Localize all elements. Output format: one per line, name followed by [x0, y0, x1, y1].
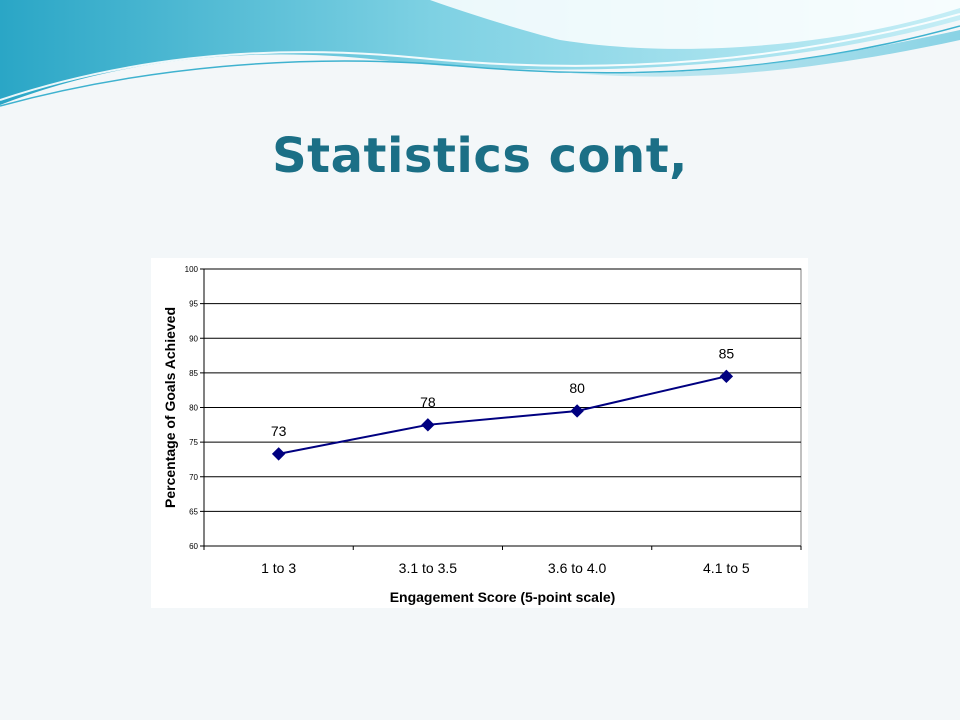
data-label: 73	[271, 423, 287, 439]
slide-title: Statistics cont,	[272, 128, 688, 184]
x-tick-label: 3.1 to 3.5	[399, 560, 458, 576]
y-tick-label: 100	[185, 265, 199, 274]
chart-svg: 60 65 70 75 80 85 90 95 100 1 to 3 3.1 to 3.5 3.6 t…	[162, 265, 802, 605]
x-tick-label: 3.6 to 4.0	[548, 560, 607, 576]
data-point-marker	[271, 447, 286, 461]
x-axis-title: Engagement Score (5-point scale)	[390, 589, 616, 605]
data-point-marker	[421, 418, 435, 432]
y-tick-label: 70	[189, 473, 198, 482]
data-label: 80	[569, 380, 585, 396]
decorative-banner	[0, 0, 960, 107]
y-axis-title: Percentage of Goals Achieved	[162, 307, 178, 508]
y-tick-label: 65	[189, 507, 198, 516]
x-tick-label: 1 to 3	[261, 560, 296, 576]
y-tick-label: 75	[189, 438, 198, 447]
series-line	[278, 375, 727, 455]
y-tick-label: 85	[189, 369, 198, 378]
data-label: 85	[719, 345, 735, 361]
data-point-marker	[570, 404, 584, 418]
y-tick-label: 90	[189, 334, 198, 343]
x-tick-label: 4.1 to 5	[703, 560, 750, 576]
y-tick-label: 60	[189, 542, 198, 551]
data-label: 78	[420, 394, 436, 410]
y-tick-label: 80	[189, 404, 198, 413]
data-point-marker	[719, 369, 734, 384]
y-tick-label: 95	[189, 300, 198, 309]
line-chart: 60 65 70 75 80 85 90 95 100 1 to 3 3.1 to 3.5 3.6 t…	[151, 258, 808, 608]
